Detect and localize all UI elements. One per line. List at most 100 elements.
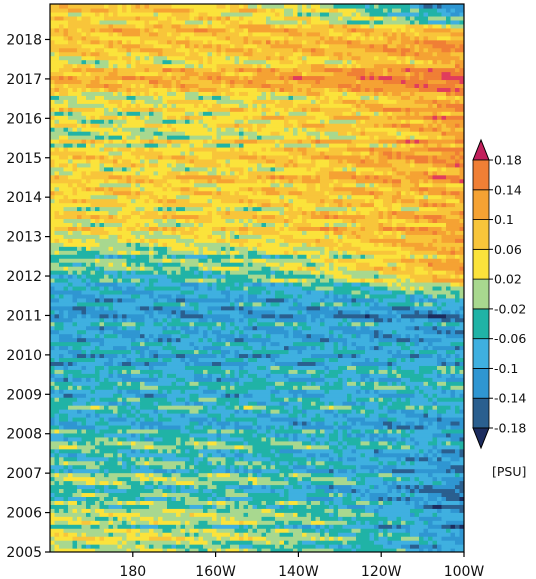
- heatmap-cell: [356, 488, 362, 494]
- heatmap-cell: [450, 91, 456, 96]
- heatmap-cell: [90, 349, 132, 355]
- heatmap-cell: [63, 476, 96, 482]
- heatmap-cell: [266, 274, 272, 279]
- heatmap-cell: [441, 524, 452, 529]
- heatmap-cell: [68, 162, 74, 168]
- heatmap-cell: [239, 544, 254, 549]
- heatmap-cell: [293, 293, 299, 299]
- heatmap-cell: [81, 87, 87, 92]
- heatmap-cell: [311, 416, 326, 422]
- heatmap-cell: [405, 496, 411, 501]
- heatmap-cell: [378, 186, 393, 192]
- heatmap-cell: [131, 456, 137, 462]
- heatmap-cell: [329, 154, 362, 160]
- heatmap-cell: [275, 424, 281, 430]
- heatmap-cell: [72, 142, 78, 148]
- heatmap-cell: [432, 544, 438, 549]
- heatmap-cell: [360, 321, 366, 327]
- heatmap-cell: [410, 274, 434, 279]
- heatmap-cell: [410, 170, 425, 176]
- heatmap-cell: [405, 333, 411, 339]
- heatmap-cell: [257, 127, 263, 132]
- heatmap-cell: [126, 325, 137, 331]
- heatmap-cell: [284, 166, 308, 172]
- heatmap-cell: [149, 504, 168, 509]
- heatmap-cell: [311, 99, 317, 104]
- heatmap-cell: [297, 119, 308, 124]
- heatmap-cell: [131, 381, 141, 386]
- heatmap-cell: [140, 83, 146, 88]
- heatmap-cell: [252, 186, 263, 192]
- heatmap-cell: [338, 365, 348, 370]
- heatmap-cell: [302, 448, 335, 454]
- heatmap-cell: [275, 226, 281, 231]
- heatmap-cell: [54, 115, 69, 120]
- heatmap-cell: [81, 222, 92, 227]
- heatmap-cell: [293, 206, 299, 212]
- heatmap-cell: [288, 190, 303, 196]
- heatmap-cell: [144, 424, 150, 430]
- heatmap-cell: [311, 436, 317, 442]
- heatmap-cell: [104, 285, 110, 291]
- heatmap-cell: [194, 361, 213, 366]
- heatmap-cell: [203, 329, 209, 335]
- heatmap-cell: [288, 226, 299, 231]
- heatmap-cell: [252, 536, 267, 541]
- heatmap-cell: [50, 226, 56, 231]
- heatmap-cell: [342, 329, 375, 335]
- heatmap-cell: [378, 508, 411, 513]
- heatmap-cell: [180, 413, 186, 418]
- heatmap-cell: [387, 91, 393, 96]
- heatmap-cell: [243, 373, 249, 378]
- heatmap-cell: [333, 456, 339, 462]
- heatmap-cell: [432, 293, 438, 299]
- heatmap-cell: [396, 349, 402, 355]
- heatmap-cell: [351, 281, 362, 287]
- heatmap-cell: [437, 166, 443, 172]
- heatmap-cell: [50, 317, 74, 323]
- heatmap-cell: [302, 174, 312, 180]
- heatmap-cell: [225, 238, 231, 243]
- heatmap-cell: [113, 512, 141, 517]
- heatmap-cell: [171, 325, 177, 331]
- heatmap-cell: [216, 397, 240, 402]
- heatmap-cell: [302, 424, 335, 430]
- heatmap-cell: [441, 123, 447, 128]
- heatmap-cell: [72, 464, 87, 470]
- heatmap-cell: [275, 142, 281, 148]
- heatmap-cell: [135, 472, 146, 478]
- heatmap-cell: [284, 127, 290, 132]
- heatmap-cell: [189, 178, 195, 184]
- heatmap-cell: [369, 309, 389, 315]
- heatmap-cell: [396, 341, 407, 347]
- heatmap-cell: [410, 401, 434, 406]
- heatmap-cell: [351, 424, 375, 430]
- heatmap-cell: [176, 254, 186, 259]
- heatmap-cell: [356, 516, 389, 521]
- heatmap-cell: [50, 75, 60, 81]
- heatmap-cell: [297, 397, 303, 402]
- heatmap-cell: [347, 440, 362, 446]
- heatmap-cell: [144, 285, 182, 291]
- heatmap-cell: [261, 500, 267, 505]
- heatmap-cell: [131, 317, 146, 323]
- heatmap-cell: [216, 190, 222, 196]
- heatmap-cell: [446, 357, 456, 362]
- heatmap-cell: [113, 107, 119, 112]
- heatmap-cell: [59, 297, 74, 303]
- heatmap-cell: [68, 115, 87, 120]
- heatmap-cell: [81, 409, 96, 414]
- heatmap-cell: [396, 150, 402, 156]
- heatmap-cell: [140, 115, 146, 120]
- heatmap-cell: [252, 230, 281, 235]
- heatmap-cell: [90, 285, 101, 291]
- heatmap-cell: [360, 79, 384, 85]
- heatmap-cell: [455, 369, 461, 374]
- heatmap-cell: [257, 250, 267, 255]
- heatmap-cell: [81, 500, 87, 505]
- heatmap-cell: [50, 341, 92, 347]
- heatmap-cell: [378, 234, 384, 239]
- heatmap-cell: [167, 274, 204, 279]
- heatmap-cell: [194, 325, 200, 331]
- heatmap-cell: [315, 456, 330, 462]
